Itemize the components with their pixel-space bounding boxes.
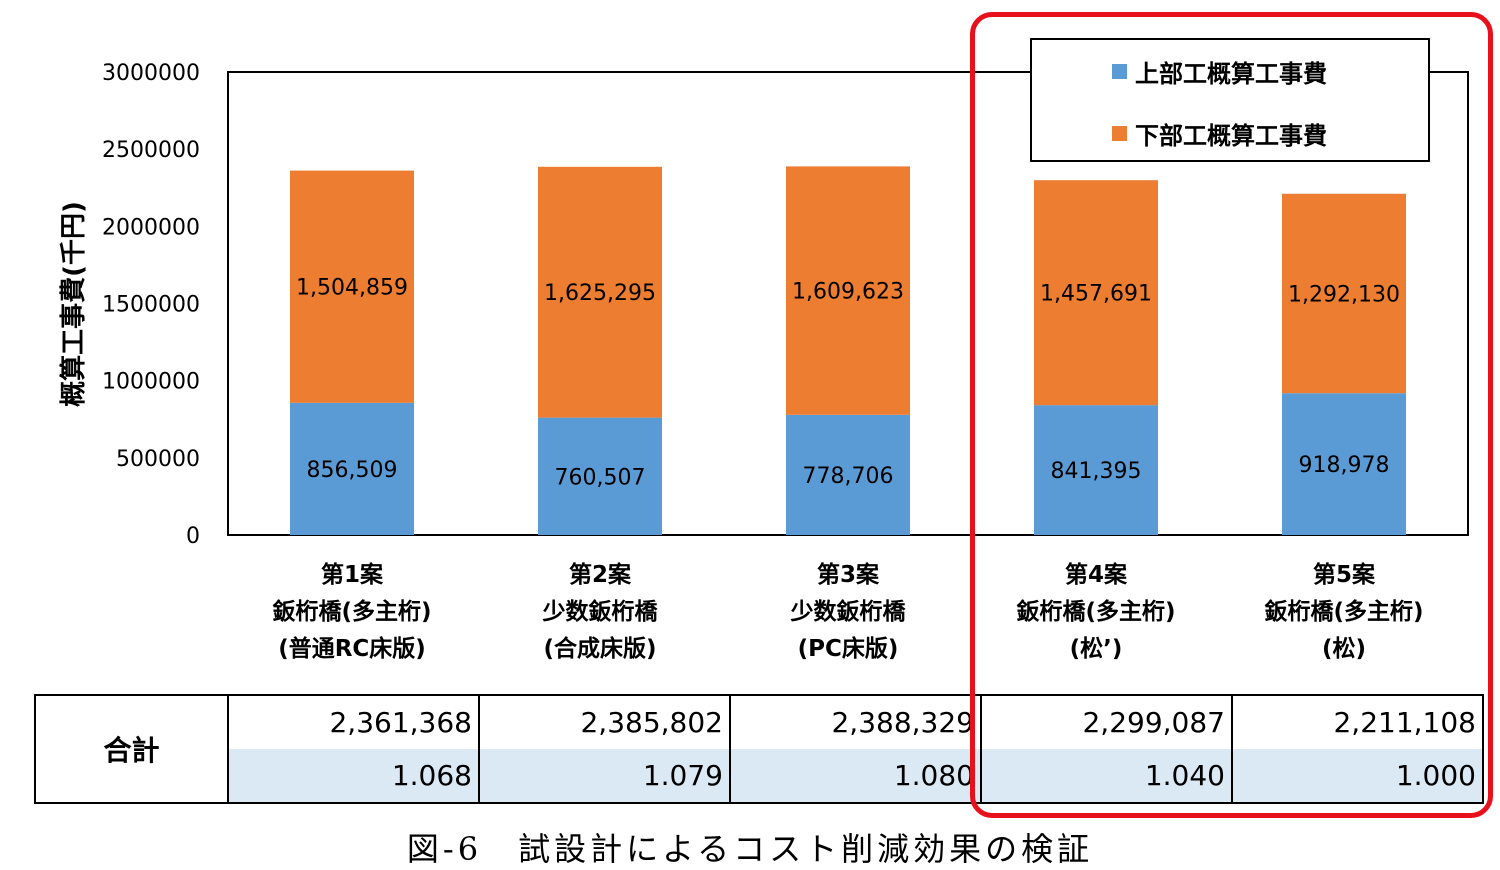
data-label-lower: 1,625,295 (544, 281, 656, 306)
data-label-upper: 918,978 (1299, 453, 1390, 478)
bar-segment-upper (538, 417, 662, 535)
x-tick-label: 鈑桁橋(多主桁) (1016, 598, 1175, 625)
highlight-frame (970, 12, 1493, 818)
data-label-lower: 1,457,691 (1040, 282, 1152, 307)
ratio-cell: 1.079 (478, 749, 731, 804)
legend-item-lower: 下部工概算工事費 (1112, 118, 1327, 150)
total-cell: 2,361,368 (227, 694, 480, 749)
y-axis-title: 概算工事費(千円) (58, 201, 89, 407)
x-tick-label: 少数鈑桁橋 (542, 598, 659, 625)
data-label-lower: 1,292,130 (1288, 282, 1400, 307)
legend-label-lower: 下部工概算工事費 (1135, 121, 1327, 150)
total-cell: 2,388,329 (729, 694, 982, 749)
x-tick-label: 第4案 (1065, 561, 1128, 588)
bar-segment-upper (1282, 393, 1406, 535)
data-label-upper: 856,509 (307, 458, 398, 483)
y-tick-label: 3000000 (102, 61, 200, 86)
x-tick-label: (普通RC床版) (278, 635, 426, 662)
legend-swatch-lower (1112, 125, 1127, 141)
y-tick-label: 500000 (116, 447, 200, 472)
x-tick-label: 第2案 (569, 561, 632, 588)
total-cell: 2,211,108 (1231, 694, 1484, 749)
bar-segment-upper (290, 402, 414, 535)
chart-legend: 上部工概算工事費 下部工概算工事費 (1030, 38, 1430, 162)
ratio-cell: 1.000 (1231, 749, 1484, 804)
x-tick-label: 第3案 (817, 561, 880, 588)
data-label-lower: 1,504,859 (296, 276, 408, 301)
total-row-label: 合計 (34, 694, 229, 804)
x-tick-label: (PC床版) (798, 635, 899, 662)
legend-swatch-upper (1112, 63, 1127, 79)
x-tick-label: 第5案 (1313, 561, 1376, 588)
ratio-cell: 1.068 (227, 749, 480, 804)
y-tick-label: 2500000 (102, 138, 200, 163)
summary-table-wrap: 合計 2,361,368 2,385,802 2,388,329 2,299,0… (34, 694, 1484, 804)
total-cell: 2,299,087 (980, 694, 1233, 749)
bar-segment-upper (786, 414, 910, 535)
x-tick-label: 第1案 (321, 561, 384, 588)
y-tick-label: 0 (186, 524, 200, 549)
bar-segment-lower (290, 170, 414, 403)
x-tick-label: (松’) (1070, 636, 1123, 662)
bar-segment-lower (786, 166, 910, 415)
data-label-upper: 760,507 (555, 465, 646, 490)
legend-label-upper: 上部工概算工事費 (1135, 59, 1327, 88)
summary-table: 合計 2,361,368 2,385,802 2,388,329 2,299,0… (34, 694, 1484, 804)
data-label-upper: 778,706 (803, 464, 894, 489)
x-tick-label: (合成床版) (543, 635, 656, 662)
x-tick-label: 鈑桁橋(多主桁) (272, 598, 431, 625)
ratio-cell: 1.080 (729, 749, 982, 804)
x-tick-label: 少数鈑桁橋 (790, 598, 907, 625)
ratio-row: 1.068 1.079 1.080 1.040 1.000 (35, 749, 1484, 804)
total-cell: 2,385,802 (478, 694, 731, 749)
bar-segment-lower (1282, 193, 1406, 394)
x-tick-label: 鈑桁橋(多主桁) (1264, 598, 1423, 625)
y-tick-label: 2000000 (102, 215, 200, 240)
stacked-bar-chart: 3000000 2500000 2000000 1500000 1000000 50000… (58, 61, 1469, 662)
x-tick-label: (松) (1322, 636, 1366, 662)
y-tick-label: 1500000 (102, 293, 200, 318)
total-row: 合計 2,361,368 2,385,802 2,388,329 2,299,0… (34, 694, 1484, 804)
ratio-cell: 1.040 (980, 749, 1233, 804)
data-label-lower: 1,609,623 (792, 280, 904, 305)
bar-segment-lower (1034, 180, 1158, 406)
legend-item-upper: 上部工概算工事費 (1112, 56, 1327, 88)
y-tick-label: 1000000 (102, 370, 200, 395)
data-label-upper: 841,395 (1051, 459, 1142, 484)
bar-segment-lower (538, 166, 662, 418)
bar-segment-upper (1034, 405, 1158, 535)
figure-caption: 図-6 試設計によるコスト削減効果の検証 (406, 830, 1094, 868)
